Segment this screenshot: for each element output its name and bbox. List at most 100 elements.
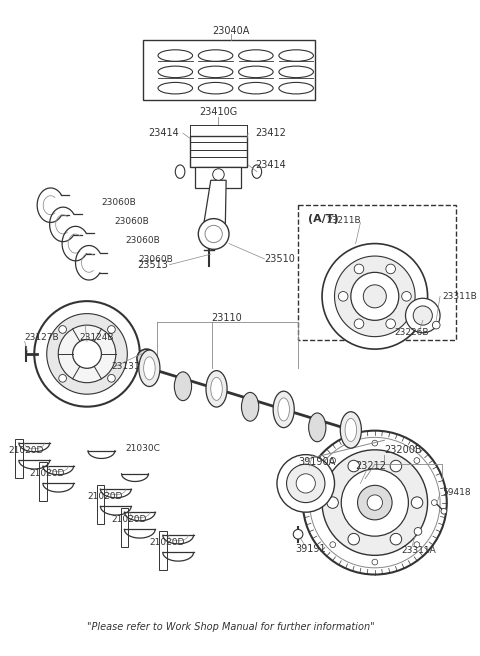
- Text: 23127B: 23127B: [24, 333, 60, 342]
- Circle shape: [372, 440, 378, 446]
- Circle shape: [363, 285, 386, 308]
- Circle shape: [432, 500, 437, 506]
- Text: 59418: 59418: [442, 489, 470, 497]
- Circle shape: [58, 325, 116, 382]
- Circle shape: [358, 485, 392, 520]
- Bar: [15, 440, 23, 478]
- Circle shape: [108, 325, 115, 333]
- Bar: [159, 531, 167, 570]
- Circle shape: [205, 226, 222, 243]
- Ellipse shape: [309, 413, 326, 441]
- Circle shape: [310, 438, 440, 568]
- Circle shape: [414, 542, 420, 548]
- Circle shape: [386, 319, 396, 329]
- Ellipse shape: [279, 66, 313, 77]
- Bar: [143, 40, 315, 100]
- Ellipse shape: [198, 50, 233, 61]
- Text: 23311B: 23311B: [442, 292, 477, 301]
- Circle shape: [322, 243, 428, 349]
- Circle shape: [390, 533, 402, 545]
- Text: (A/T): (A/T): [308, 214, 338, 224]
- Text: 23060B: 23060B: [114, 217, 149, 226]
- Text: 23131: 23131: [111, 362, 140, 371]
- Text: 23200B: 23200B: [384, 445, 422, 455]
- Ellipse shape: [273, 391, 294, 428]
- Circle shape: [441, 508, 447, 514]
- Text: 21030C: 21030C: [125, 444, 160, 453]
- Text: 23414: 23414: [148, 129, 179, 138]
- Circle shape: [330, 542, 336, 548]
- Circle shape: [330, 458, 336, 463]
- Circle shape: [354, 264, 364, 274]
- Text: 23060B: 23060B: [139, 255, 174, 264]
- Ellipse shape: [198, 83, 233, 94]
- Text: 21020D: 21020D: [111, 516, 146, 524]
- Text: 23513: 23513: [138, 260, 168, 270]
- Circle shape: [137, 349, 156, 368]
- Text: 23311A: 23311A: [402, 546, 436, 555]
- Circle shape: [413, 306, 432, 325]
- Circle shape: [335, 256, 415, 337]
- Circle shape: [198, 218, 229, 249]
- Text: 21020D: 21020D: [87, 493, 122, 501]
- Ellipse shape: [239, 83, 273, 94]
- Bar: [120, 508, 128, 546]
- Text: 23412: 23412: [255, 129, 286, 138]
- Text: 39190A: 39190A: [298, 457, 336, 467]
- Circle shape: [338, 291, 348, 301]
- Text: 23110: 23110: [212, 314, 242, 323]
- Text: 39191: 39191: [295, 544, 326, 554]
- Text: 23510: 23510: [264, 254, 295, 264]
- Ellipse shape: [279, 50, 313, 61]
- Circle shape: [386, 264, 396, 274]
- Ellipse shape: [278, 398, 289, 421]
- Ellipse shape: [241, 392, 259, 421]
- Text: 23212: 23212: [356, 461, 386, 471]
- Ellipse shape: [239, 50, 273, 61]
- Text: 21020D: 21020D: [149, 539, 185, 547]
- Bar: [298, 205, 456, 340]
- Circle shape: [406, 298, 440, 333]
- Text: 23040A: 23040A: [212, 26, 250, 35]
- Circle shape: [59, 325, 66, 333]
- Ellipse shape: [206, 371, 227, 407]
- Circle shape: [72, 340, 101, 368]
- Ellipse shape: [345, 419, 357, 441]
- Ellipse shape: [239, 66, 273, 77]
- Bar: [96, 485, 104, 523]
- Ellipse shape: [211, 377, 222, 400]
- Ellipse shape: [139, 350, 160, 386]
- Text: 23410G: 23410G: [199, 107, 238, 117]
- Circle shape: [432, 321, 440, 329]
- Text: 23414: 23414: [255, 160, 286, 170]
- Ellipse shape: [175, 165, 185, 178]
- Circle shape: [414, 458, 420, 463]
- Circle shape: [322, 450, 428, 556]
- Circle shape: [348, 461, 360, 472]
- Circle shape: [327, 497, 338, 508]
- Bar: [190, 136, 247, 167]
- Ellipse shape: [174, 372, 192, 401]
- Circle shape: [303, 430, 447, 575]
- Ellipse shape: [340, 412, 361, 448]
- Text: 21020D: 21020D: [29, 469, 65, 478]
- Circle shape: [372, 559, 378, 565]
- Ellipse shape: [198, 66, 233, 77]
- Ellipse shape: [279, 83, 313, 94]
- Ellipse shape: [158, 50, 192, 61]
- Ellipse shape: [158, 66, 192, 77]
- Circle shape: [390, 461, 402, 472]
- Circle shape: [293, 529, 303, 539]
- Circle shape: [296, 474, 315, 493]
- Text: 23060B: 23060B: [125, 236, 160, 245]
- Bar: [39, 462, 47, 501]
- Circle shape: [341, 469, 408, 536]
- Circle shape: [59, 375, 66, 382]
- Circle shape: [402, 291, 411, 301]
- Text: 23124B: 23124B: [79, 333, 114, 342]
- Ellipse shape: [376, 434, 393, 462]
- Circle shape: [142, 354, 151, 363]
- Circle shape: [411, 497, 423, 508]
- Text: 23211B: 23211B: [327, 216, 361, 225]
- Circle shape: [351, 272, 399, 320]
